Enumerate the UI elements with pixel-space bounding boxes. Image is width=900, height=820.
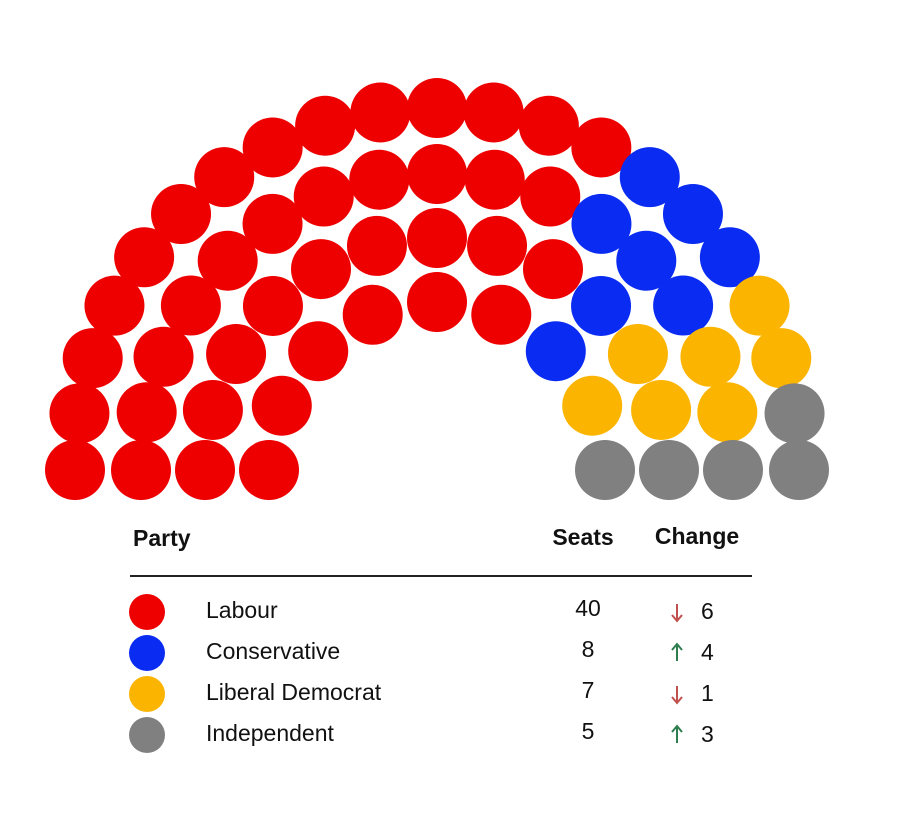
seat (62, 328, 123, 389)
seat (407, 144, 467, 204)
change-arrow (671, 686, 683, 705)
arrow-part (671, 642, 683, 651)
change-arrow (671, 724, 683, 743)
seat (631, 379, 692, 440)
arrow-part (671, 724, 683, 733)
header-change: Change (655, 523, 739, 549)
seat (242, 275, 303, 336)
change-arrow (671, 642, 683, 661)
legend-swatch (129, 676, 165, 712)
change-value: 1 (701, 680, 714, 706)
seat (769, 440, 829, 500)
seat (662, 184, 723, 245)
seat (703, 440, 763, 500)
seat (764, 383, 825, 444)
seat (729, 275, 790, 336)
seat (116, 382, 177, 443)
seat (349, 149, 410, 210)
seat (619, 147, 680, 208)
change-arrow (671, 604, 683, 623)
seat (463, 82, 524, 143)
party-name: Conservative (206, 638, 340, 664)
seat (407, 208, 467, 268)
seat (175, 440, 235, 500)
seat (697, 382, 758, 443)
seat (84, 275, 145, 336)
seat (133, 326, 194, 387)
seat (523, 239, 583, 300)
seat (520, 166, 581, 227)
seat (293, 166, 354, 227)
legend-swatch (129, 717, 165, 753)
seat (518, 95, 579, 156)
seat (206, 324, 267, 384)
seat (242, 117, 303, 178)
seat-count: 8 (582, 636, 595, 662)
seat (114, 227, 175, 288)
seat (251, 375, 312, 436)
seat (346, 215, 407, 276)
seat (342, 284, 403, 345)
change-value: 3 (701, 721, 714, 747)
party-name: Labour (206, 597, 278, 623)
seat (639, 440, 699, 500)
seat-count: 5 (582, 718, 595, 744)
seat (571, 275, 632, 336)
seat (295, 95, 356, 156)
arrow-part (671, 696, 683, 705)
seat (407, 272, 467, 332)
seat-count: 7 (582, 677, 595, 703)
seat (471, 284, 532, 345)
seat (616, 230, 677, 291)
seat (288, 321, 349, 382)
seat (571, 193, 632, 254)
seat (242, 193, 303, 254)
seat (49, 383, 110, 444)
seat (291, 239, 351, 300)
seat (680, 326, 741, 387)
seat (151, 184, 212, 245)
change-value: 6 (701, 598, 714, 624)
seat (182, 379, 243, 440)
arrow-part (671, 614, 683, 623)
seat (562, 375, 623, 436)
party-name: Independent (206, 720, 335, 746)
seat (239, 440, 299, 500)
seat (160, 275, 221, 336)
seat (525, 321, 586, 382)
seat (751, 328, 812, 389)
seat (607, 324, 668, 384)
seat (407, 78, 467, 138)
legend-swatch (129, 594, 165, 630)
seat (111, 440, 171, 500)
seat (467, 215, 528, 276)
seat (571, 117, 632, 178)
header-seats: Seats (552, 524, 613, 550)
change-value: 4 (701, 639, 714, 665)
seat (194, 147, 255, 208)
seat (575, 440, 635, 500)
legend-swatch (129, 635, 165, 671)
party-name: Liberal Democrat (206, 679, 382, 705)
seat (45, 440, 105, 500)
header-party: Party (133, 525, 191, 551)
seat (464, 149, 525, 210)
seat (699, 227, 760, 288)
seat (197, 230, 258, 291)
seat (350, 82, 411, 143)
seat-count: 40 (575, 595, 601, 621)
seat (653, 275, 714, 336)
